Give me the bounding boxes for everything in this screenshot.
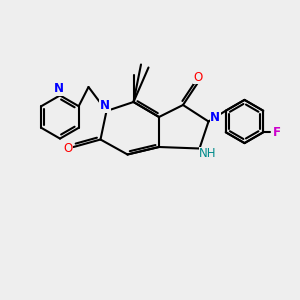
Text: F: F [273, 126, 281, 139]
Text: N: N [100, 99, 110, 112]
Text: O: O [194, 70, 202, 84]
Text: O: O [64, 142, 73, 155]
Text: N: N [53, 82, 64, 95]
Text: NH: NH [199, 147, 217, 161]
Text: N: N [210, 111, 220, 124]
